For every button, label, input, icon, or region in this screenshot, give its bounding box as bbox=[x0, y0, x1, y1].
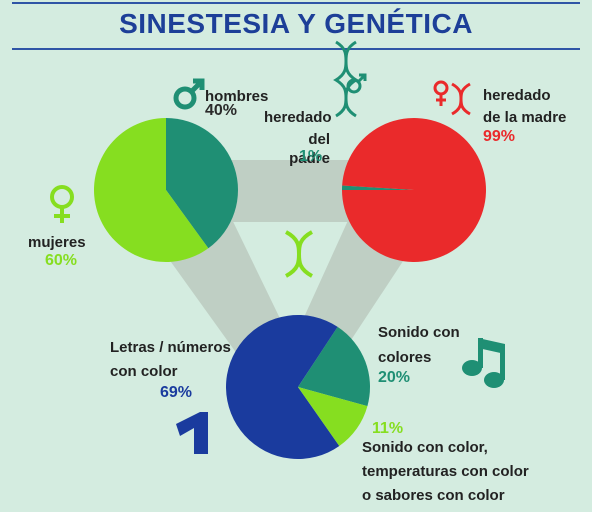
hombres-label: hombres bbox=[205, 88, 269, 105]
slice-mujeres bbox=[93, 118, 209, 262]
madre-percent: 99% bbox=[483, 128, 516, 145]
otros-label-3: o sabores con color bbox=[362, 487, 505, 504]
female-icon bbox=[50, 185, 74, 223]
female-icon-small bbox=[433, 80, 449, 106]
letras-label-2: con color bbox=[110, 363, 178, 380]
madre-label-1: heredado bbox=[483, 87, 551, 104]
dna-icon-mother bbox=[451, 82, 471, 116]
male-icon bbox=[173, 78, 205, 110]
male-icon-small bbox=[346, 73, 367, 94]
padre-label-1: heredado bbox=[264, 109, 332, 126]
title-underline bbox=[12, 48, 580, 50]
letras-percent: 69% bbox=[160, 384, 193, 401]
sonido-percent: 20% bbox=[378, 369, 411, 386]
pie-inheritance bbox=[342, 118, 486, 263]
sonido-label-1: Sonido con bbox=[378, 324, 460, 341]
number-one-icon bbox=[176, 412, 208, 454]
mujeres-label: mujeres bbox=[28, 234, 86, 251]
slice-madre bbox=[342, 118, 486, 263]
slice-sonido-colores bbox=[298, 326, 370, 407]
slice-padre bbox=[342, 185, 414, 190]
padre-percent: 1% bbox=[299, 148, 323, 165]
pie-synesthesia-types bbox=[226, 315, 370, 460]
dna-icon bbox=[284, 230, 314, 278]
slice-letras-numeros bbox=[226, 315, 340, 460]
padre-label-2: del padre bbox=[289, 131, 330, 167]
otros-label-2: temperaturas con color bbox=[362, 463, 529, 480]
hombres-percent: 40% bbox=[205, 102, 238, 119]
slice-otros bbox=[298, 387, 368, 446]
letras-label-1: Letras / números bbox=[110, 339, 231, 356]
music-note-icon bbox=[462, 338, 505, 388]
slice-hombres bbox=[166, 118, 238, 249]
top-rule bbox=[12, 2, 580, 4]
otros-label-1: Sonido con color, bbox=[362, 439, 488, 456]
page-title: SINESTESIA Y GENÉTICA bbox=[119, 8, 473, 39]
mujeres-percent: 60% bbox=[45, 252, 78, 269]
sonido-label-2: colores bbox=[378, 349, 432, 366]
madre-label-2: de la madre bbox=[483, 109, 567, 126]
otros-percent: 11% bbox=[372, 420, 404, 437]
pie-gender bbox=[93, 118, 238, 262]
